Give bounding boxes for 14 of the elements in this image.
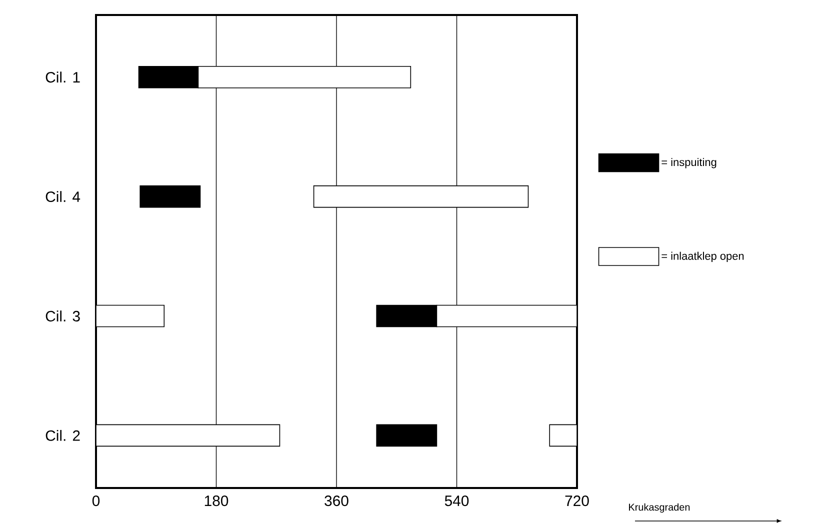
x-tick-label: 720 <box>565 496 589 506</box>
y-tick-label: Cil. 1 <box>46 72 80 83</box>
x-tick-label: 360 <box>324 496 348 506</box>
x-tick-label: 540 <box>444 496 469 506</box>
y-tick-label: Cil. 3 <box>46 310 80 322</box>
x-tick-label: 180 <box>204 496 228 506</box>
y-tick-label: Cil. 4 <box>46 191 80 202</box>
bar <box>140 185 201 208</box>
bar <box>376 424 438 447</box>
x-tick-label: 0 <box>92 496 100 506</box>
y-tick-label: Cil. 2 <box>46 430 80 441</box>
text: = inspuiting <box>662 158 716 168</box>
text: = inlaatklep open <box>662 252 744 262</box>
x-axis-title: Krukasgraden <box>629 503 690 513</box>
